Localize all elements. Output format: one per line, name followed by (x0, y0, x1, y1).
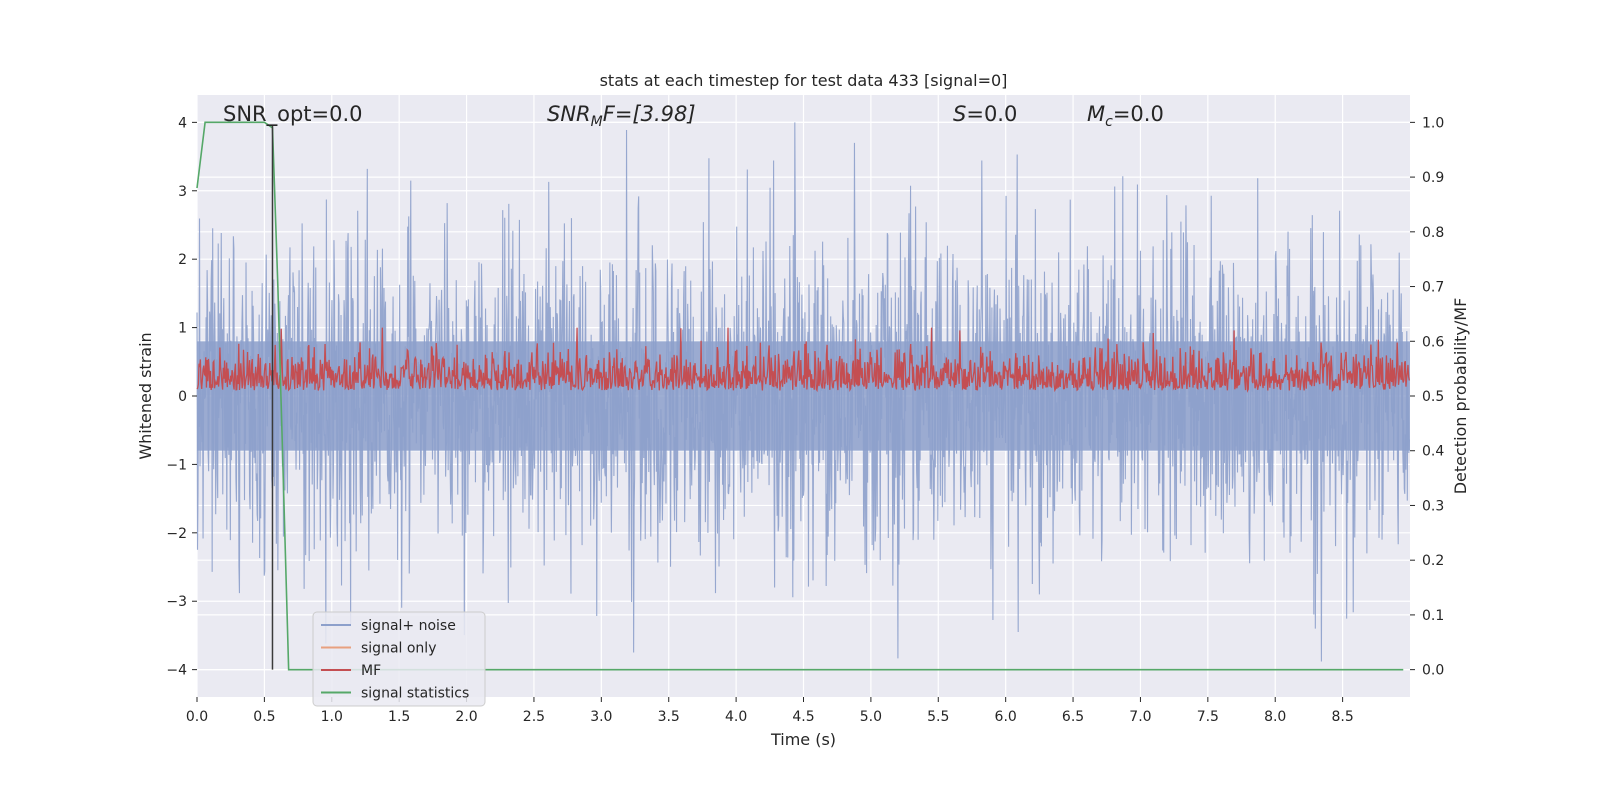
marker-layer (267, 124, 278, 670)
y-tick-label-right: 0.0 (1422, 663, 1444, 679)
annotation-s: S=0.0 (953, 102, 1017, 126)
x-tick-label: 6.5 (1062, 709, 1084, 725)
y-axis-label-right: Detection probability/MF (1451, 298, 1470, 495)
y-tick-label-right: 0.8 (1422, 225, 1444, 241)
x-tick-label: 2.5 (523, 709, 545, 725)
x-tick-label: 6.0 (995, 709, 1017, 725)
legend-entry: signal statistics (361, 686, 469, 702)
annotation-s-rest: =0.0 (966, 102, 1017, 126)
y-tick-label-left: 1 (178, 321, 187, 337)
legend-entry: signal only (361, 641, 436, 657)
chart-title: stats at each timestep for test data 433… (600, 71, 1008, 90)
y-tick-label-left: 4 (178, 115, 187, 131)
x-tick-label: 5.0 (860, 709, 882, 725)
legend-entry: MF (361, 663, 381, 679)
x-tick-label: 7.0 (1129, 709, 1151, 725)
signal-statistics-series (196, 121, 1404, 671)
legend-box (312, 611, 486, 707)
x-tick-label: 8.0 (1264, 709, 1286, 725)
annotation-snr-mf-italic: SNR (547, 102, 591, 126)
signal-noise-dense-band (197, 341, 1410, 451)
y-tick-label-right: 0.4 (1422, 444, 1444, 460)
x-tick-label: 0.0 (186, 709, 208, 725)
y-tick-label-right: 0.2 (1422, 553, 1444, 569)
x-tick-label: 1.5 (388, 709, 410, 725)
annotation-mc-italic: M (1087, 102, 1105, 126)
y-tick-label-left: 2 (178, 252, 187, 268)
annotation-snr-opt: SNR_opt=0.0 (223, 102, 363, 127)
x-tick-label: 4.0 (725, 709, 747, 725)
x-tick-label: 7.5 (1197, 709, 1219, 725)
x-tick-label: 5.5 (927, 709, 949, 725)
y-tick-label-right: 0.9 (1422, 170, 1444, 186)
x-tick-label: 4.5 (792, 709, 814, 725)
annotation-snr-mf: SNRMF=[3.98] (547, 102, 696, 130)
mf-line (196, 327, 1410, 393)
y-tick-label-left: −1 (166, 457, 187, 473)
signal-noise-series (196, 122, 1410, 662)
y-tick-label-left: −3 (166, 594, 187, 610)
legend: signal+ noise signal only MF signal statist… (312, 611, 486, 707)
y-tick-label-left: 3 (178, 184, 187, 200)
x-tick-label: 8.5 (1331, 709, 1353, 725)
x-tick-label: 0.5 (253, 709, 275, 725)
y-tick-label-right: 0.7 (1422, 280, 1444, 296)
y-tick-label-right: 0.5 (1422, 389, 1444, 405)
y-tick-label-left: −2 (166, 526, 187, 542)
signal-statistics-line (196, 121, 1404, 671)
y-tick-label-right: 0.6 (1422, 334, 1444, 350)
mf-series (196, 327, 1410, 393)
annotation-mc-rest: =0.0 (1113, 102, 1164, 126)
x-axis-label: Time (s) (770, 730, 836, 749)
y-tick-label-right: 0.3 (1422, 498, 1444, 514)
y-axis-label-left: Whitened strain (136, 332, 155, 459)
annotation-s-italic: S (953, 102, 966, 126)
x-tick-label: 3.5 (658, 709, 680, 725)
ticks-layer: 0.0 0.5 1.0 1.5 2.0 2.5 3.0 3.5 4.0 4.5 5.0 5.5 6.0 6… (166, 115, 1444, 725)
legend-entry: signal+ noise (361, 618, 456, 634)
annotation-snr-mf-rest: F=[3.98] (603, 102, 696, 126)
y-tick-label-right: 1.0 (1422, 115, 1444, 131)
x-tick-label: 1.0 (321, 709, 343, 725)
y-tick-label-left: 0 (178, 389, 187, 405)
annotation-mc: Mc=0.0 (1087, 102, 1164, 130)
y-tick-label-right: 0.1 (1422, 608, 1444, 624)
legend-items: signal+ noise signal only MF signal statist… (321, 618, 469, 702)
annotations: SNR_opt=0.0 SNRMF=[3.98] S=0.0 Mc=0.0 (223, 102, 1164, 130)
annotation-snr-mf-sub: M (591, 114, 603, 130)
y-tick-label-left: −4 (166, 663, 187, 679)
x-tick-label: 2.0 (455, 709, 477, 725)
annotation-mc-sub: c (1105, 114, 1113, 130)
x-tick-label: 3.0 (590, 709, 612, 725)
